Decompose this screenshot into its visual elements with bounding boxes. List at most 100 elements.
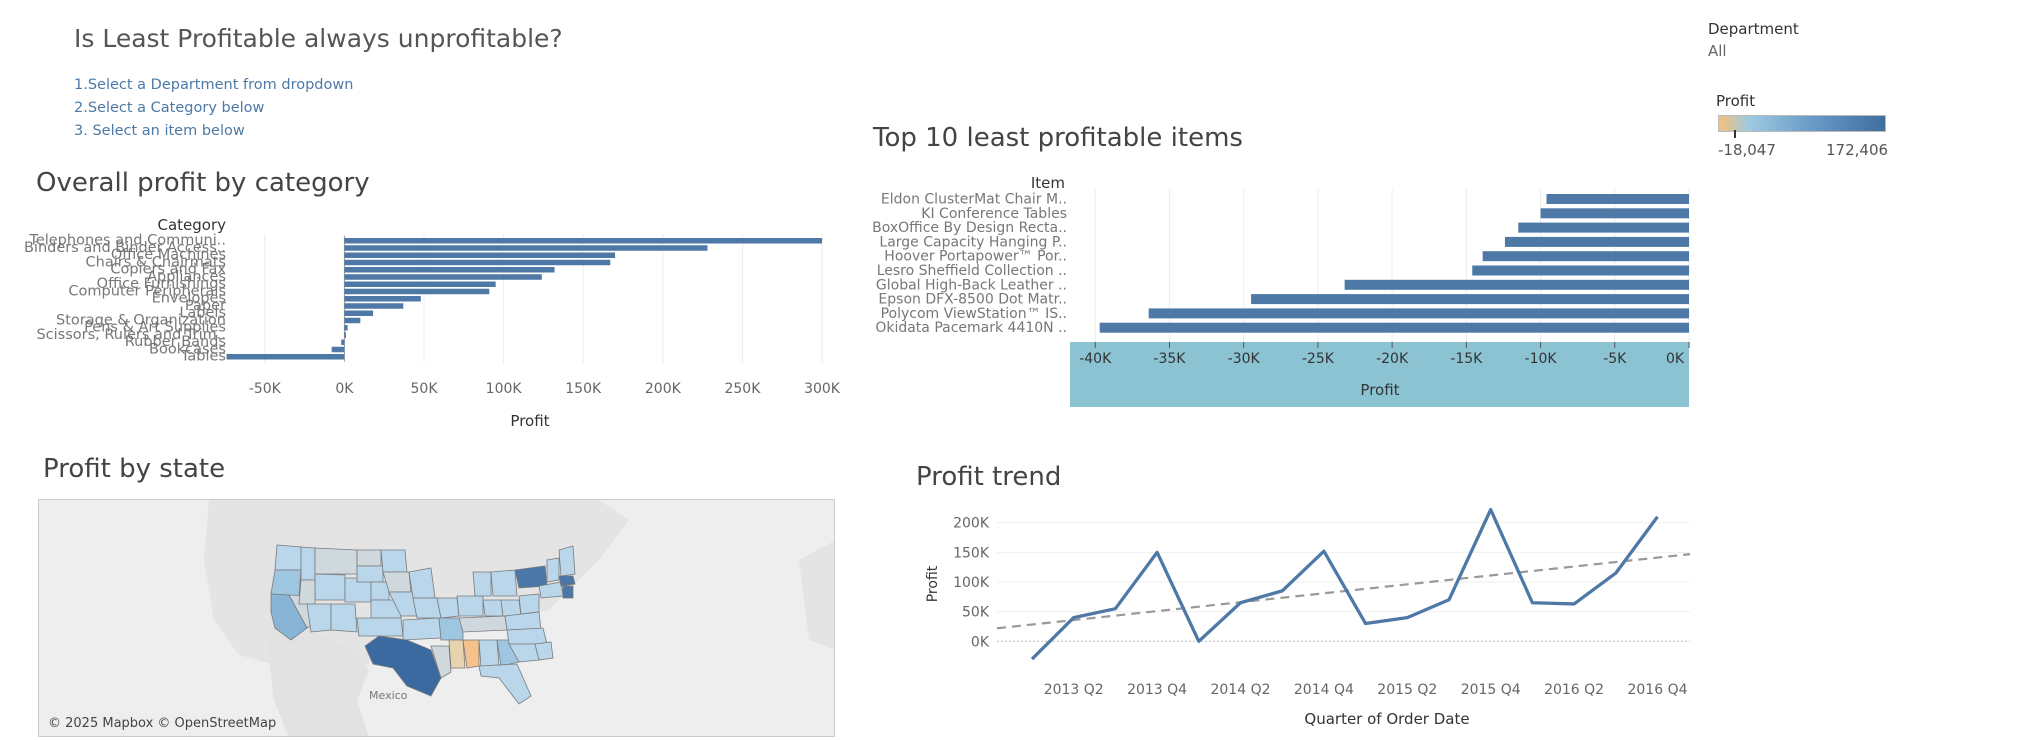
state-shape	[380, 549, 408, 573]
category-bar	[344, 288, 490, 295]
state-shape	[314, 547, 358, 575]
trend-y-tick-label: 100K	[953, 575, 990, 591]
category-bar	[344, 267, 555, 273]
category-bar	[344, 245, 708, 251]
trend-y-tick-label: 50K	[962, 605, 990, 621]
category-bar	[344, 332, 346, 338]
trend-x-tick-label: 2013 Q4	[1127, 682, 1187, 698]
state-shape	[314, 573, 346, 601]
state-shape	[534, 641, 554, 661]
category-label: Appliances	[147, 269, 226, 285]
dashboard-title: Is Least Profitable always unprofitable?	[74, 24, 563, 53]
item-labels: Eldon ClusterMat Chair M..KI Conference …	[872, 192, 1067, 337]
department-filter-label: Department	[1708, 20, 1799, 38]
state-shape	[408, 567, 436, 599]
state-shape	[458, 615, 508, 633]
trend-x-tick-label: 2016 Q4	[1627, 682, 1687, 698]
category-label: Rubber Bands	[125, 334, 226, 350]
state-shape	[482, 599, 504, 617]
item-bar	[1472, 265, 1689, 276]
color-legend-gradient	[1718, 115, 1886, 132]
state-shape	[490, 569, 518, 597]
state-shape	[506, 627, 548, 645]
mexico-label: Mexico	[369, 689, 408, 702]
state-shape	[472, 571, 492, 597]
map-canvas: Mexico	[204, 500, 834, 736]
instruction-2: 2.Select a Category below	[74, 100, 265, 116]
category-label: Storage & Organization	[56, 312, 226, 328]
item-bar	[1251, 294, 1689, 305]
trend-x-tick-label: 2014 Q2	[1210, 682, 1270, 698]
state-shape	[500, 599, 522, 617]
category-x-ticks: -50K 0K 50K 100K 150K 200K 250K 300K	[249, 381, 840, 397]
trend-x-tick-label: 2014 Q4	[1294, 682, 1354, 698]
state-shape	[300, 546, 316, 581]
category-bar	[344, 317, 361, 324]
item-label: Eldon ClusterMat Chair M..	[881, 192, 1067, 208]
category-bar	[344, 303, 404, 309]
category-label: Labels	[179, 305, 226, 321]
category-label: Office Machines	[111, 247, 226, 263]
state-shape	[478, 663, 532, 705]
category-label: Envelopes	[152, 291, 226, 307]
category-x-tick-label: 250K	[724, 381, 761, 397]
state-shape	[558, 545, 576, 577]
category-label: Tables	[180, 349, 226, 365]
mexico-land	[269, 608, 369, 736]
trend-line	[996, 553, 1691, 630]
item-x-tick-label: -30K	[1228, 351, 1261, 367]
category-label: Copiers and Fax	[110, 262, 226, 278]
item-header: Item	[1031, 174, 1065, 192]
state-shape	[356, 617, 404, 637]
item-label: KI Conference Tables	[921, 206, 1067, 222]
trend-y-axis-label: Profit	[925, 565, 941, 602]
trend-x-axis-label: Quarter of Order Date	[1304, 710, 1469, 728]
category-x-tick-label: 0K	[335, 381, 354, 397]
state-shape	[412, 597, 442, 619]
color-legend-max: 172,406	[1826, 141, 1889, 159]
item-x-ticks: -40K -35K -30K -25K -20K -15K -10K -5K 0K	[1079, 342, 1690, 367]
state-shape	[518, 593, 540, 615]
trend-x-tick-label: 2013 Q2	[1044, 682, 1104, 698]
item-x-tick-label: -5K	[1603, 351, 1627, 367]
item-label: Polycom ViewStation™ IS..	[881, 306, 1067, 322]
category-label: Paper	[185, 298, 226, 314]
trend-x-tick-label: 2015 Q2	[1377, 682, 1437, 698]
state-shape	[370, 581, 390, 601]
category-label: Scissors, Rulers and Trim..	[36, 327, 226, 343]
item-label: Large Capacity Hanging P..	[879, 234, 1067, 250]
state-shape	[356, 549, 382, 567]
category-bar	[344, 274, 542, 280]
map-attribution: © 2025 Mapbox © OpenStreetMap	[48, 716, 277, 731]
department-filter-dropdown[interactable]: All	[1708, 42, 1727, 60]
state-shape	[438, 617, 464, 641]
item-bar	[1504, 236, 1689, 247]
category-x-tick-label: 50K	[411, 381, 439, 397]
least-profitable-items-chart: Eldon ClusterMat Chair M..KI Conference …	[872, 174, 1690, 407]
state-shape	[330, 603, 358, 633]
category-labels: Telephones and Communi..Binders and Bind…	[24, 233, 226, 365]
state-shape	[514, 565, 548, 589]
axis-highlight-band	[1070, 342, 1689, 407]
state-profit-map[interactable]: Mexico	[38, 499, 835, 737]
category-label: Chairs & Chairmats	[86, 254, 226, 270]
trend-x-ticks: 2013 Q2 2013 Q4 2014 Q2 2014 Q4 2015 Q2 2015 …	[1044, 682, 1688, 698]
item-label: BoxOffice By Design Recta..	[872, 220, 1067, 236]
trend-data-points	[1031, 509, 1658, 660]
item-bar	[1518, 222, 1689, 233]
instruction-3: 3. Select an item below	[74, 123, 245, 139]
item-bar	[1540, 208, 1689, 219]
category-bar	[344, 252, 616, 258]
category-bar	[344, 325, 348, 331]
state-shape	[402, 617, 442, 641]
state-shape	[356, 565, 384, 583]
item-bar	[1148, 308, 1689, 319]
category-bar	[344, 259, 611, 266]
item-x-tick-label: -15K	[1450, 351, 1483, 367]
trend-y-tick-label: 0K	[971, 634, 990, 650]
category-label: Bookcases	[149, 341, 226, 357]
category-header: Category	[157, 216, 226, 234]
profit-trend-series	[1030, 507, 1659, 661]
color-legend-min: -18,047	[1718, 141, 1776, 159]
